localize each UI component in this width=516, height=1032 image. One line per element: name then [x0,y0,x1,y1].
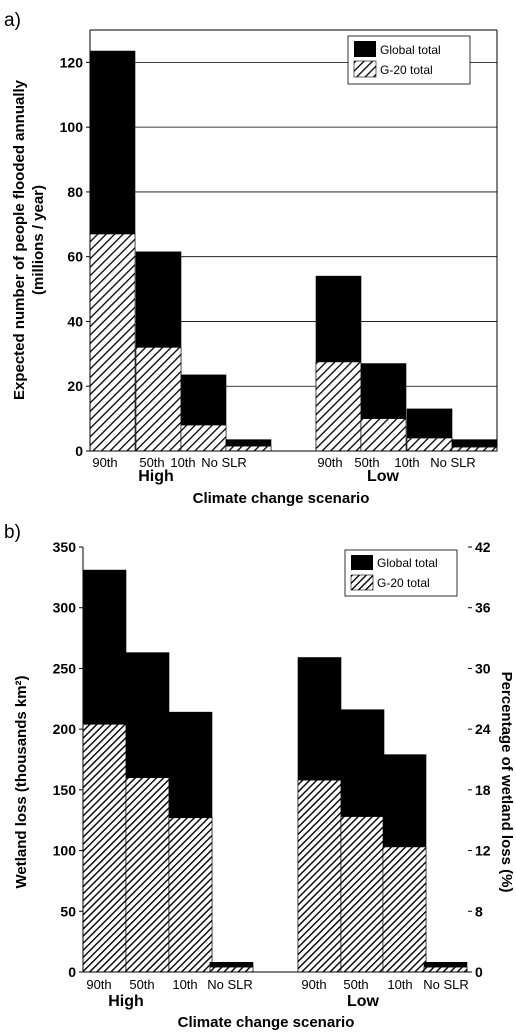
panel-b-legend: Global total G-20 total [344,549,458,597]
a-y-tick-label: 20 [67,378,83,394]
b-bar-g20-total [382,846,427,973]
b-y2-tick-label: 30 [475,660,491,676]
b-bar-g20-total [82,723,127,973]
b-y-tick-label: 250 [53,660,77,676]
a-bar-g20-total [451,446,498,452]
panel-b-axes [79,546,472,973]
a-y-tick-label: 100 [60,119,84,135]
panel-b-x-axis-label: Climate change scenario [178,1014,355,1031]
panel-a-bars [89,50,498,452]
b-x-tick-label: No SLR [207,977,253,992]
b-x-tick-label: 10th [387,977,412,992]
a-bar-g20-total [180,424,227,452]
b-y-tick-label: 350 [53,539,77,555]
panel-b-y2-ticks: 0 8 12 18 24 30 36 42 [475,539,491,980]
panel-b-legend-swatch-global [351,555,373,570]
b-y2-tick-label: 36 [475,600,491,616]
b-x-tick-label: 50th [129,977,154,992]
a-bar-g20-total [315,361,362,452]
a-y-tick-label: 60 [67,249,83,265]
b-x-tick-label: 10th [172,977,197,992]
panel-a-legend-swatch-g20 [353,60,377,78]
b-x-tick-label: 90th [301,977,326,992]
b-y-tick-label: 300 [53,600,77,616]
a-x-tick-label: 50th [139,455,164,470]
b-y-tick-label: 0 [68,964,76,980]
b-y2-tick-label: 18 [475,782,491,798]
panel-a-legend-global: Global total [380,43,441,57]
b-y2-tick-label: 8 [475,903,483,919]
panel-a-axes [86,29,498,452]
b-bar-g20-total [423,966,468,973]
b-bar-g20-total [340,816,385,973]
panel-a-x-axis-label: Climate change scenario [193,490,370,507]
panel-a-x-ticks: 90th 50th 10th No SLR 90th 50th 10th No SLR [92,455,475,470]
a-x-tick-label: 10th [394,455,419,470]
b-y2-tick-label: 24 [475,721,491,737]
a-bar-g20-total [360,418,407,452]
b-y-tick-label: 200 [53,721,77,737]
b-bar-g20-total [209,966,254,973]
panel-a-group-high: High [138,468,174,485]
a-y-tick-label: 120 [60,54,84,70]
panel-b-legend-swatch-g20 [350,574,374,591]
b-x-tick-label: 90th [86,977,111,992]
a-bar-g20-total [135,347,182,452]
panel-b-y-ticks: 0 50 100 150 200 250 300 350 [53,539,77,980]
b-x-tick-label: No SLR [423,977,469,992]
panel-a-label: a) [4,10,21,31]
a-x-tick-label: 90th [317,455,342,470]
a-x-tick-label: 90th [92,455,117,470]
panel-a-legend-swatch-global [354,41,376,57]
a-y-tick-label: 40 [67,313,83,329]
panel-a-y-axis-units: (millions / year) [30,185,47,295]
panel-b-label: b) [4,522,21,543]
a-bar-g20-total [406,437,453,452]
b-y2-tick-label: 12 [475,843,491,859]
b-y-tick-label: 150 [53,782,77,798]
panel-b-bars [82,569,468,973]
b-y2-tick-label: 42 [475,539,491,555]
a-bar-g20-total [89,233,136,452]
panel-b-y-axis-label: Wetland loss (thousands km²) [13,675,30,888]
panel-b-legend-g20: G-20 total [377,576,430,590]
panel-b-x-ticks: 90th 50th 10th No SLR 90th 50th 10th No SLR [86,977,468,992]
a-x-tick-label: No SLR [430,455,476,470]
b-y2-tick-label: 0 [475,964,483,980]
a-x-tick-label: 10th [170,455,195,470]
panel-b-group-low: Low [347,993,380,1010]
b-y-tick-label: 50 [60,903,76,919]
b-bar-g20-total [168,817,213,973]
a-bar-g20-total [225,445,272,452]
b-bar-g20-total [125,777,170,973]
b-x-tick-label: 50th [343,977,368,992]
panel-a-legend-g20: G-20 total [380,63,433,77]
a-x-tick-label: No SLR [201,455,247,470]
b-y-tick-label: 100 [53,843,77,859]
a-y-tick-label: 80 [67,184,83,200]
panel-b-y2-axis-label: Percentage of wetland loss (%) [498,672,515,893]
panel-a-y-ticks: 0 20 40 60 80 100 120 [60,54,84,459]
panel-a-legend: Global total G-20 total [347,35,471,85]
a-y-tick-label: 0 [75,443,83,459]
panel-a-y-axis-label: Expected number of people flooded annual… [11,79,28,400]
panel-a-group-low: Low [367,468,400,485]
b-bar-g20-total [297,779,342,973]
a-x-tick-label: 50th [354,455,379,470]
panel-b-legend-global: Global total [377,556,438,570]
panel-b-group-high: High [108,993,144,1010]
